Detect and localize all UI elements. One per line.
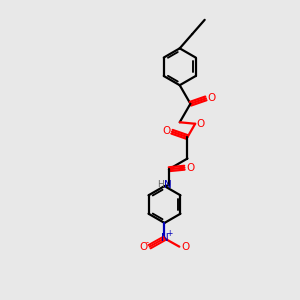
Text: H: H <box>157 180 164 189</box>
Text: +: + <box>166 230 172 238</box>
Text: O: O <box>197 119 205 129</box>
Text: -: - <box>146 238 149 247</box>
Text: O: O <box>182 242 190 252</box>
Text: O: O <box>162 127 170 136</box>
Text: O: O <box>139 242 148 252</box>
Text: O: O <box>186 163 194 173</box>
Text: N: N <box>160 233 168 243</box>
Text: N: N <box>164 180 172 190</box>
Text: O: O <box>207 93 215 103</box>
